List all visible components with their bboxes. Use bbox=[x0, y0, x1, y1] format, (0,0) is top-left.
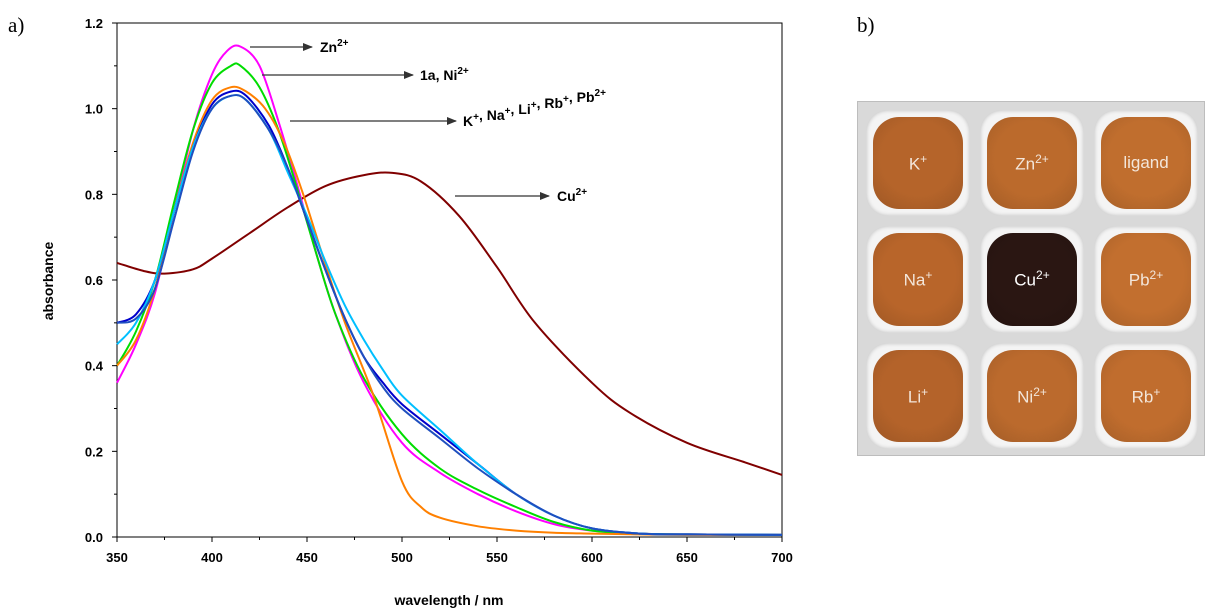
series-line bbox=[116, 94, 783, 536]
well-frame: K+ bbox=[866, 110, 970, 217]
annotation-label: Zn2+ bbox=[320, 38, 349, 55]
well-grid: K+ Zn2+ ligand Na+ Cu2+ Pb2+ Li+ Ni2+ Rb+ bbox=[866, 110, 1198, 449]
well-frame: ligand bbox=[1094, 110, 1198, 217]
well-label-charge: + bbox=[920, 151, 928, 166]
well-label-charge: + bbox=[921, 384, 929, 399]
panel-a-label: a) bbox=[8, 13, 25, 37]
y-tick-label: 0.4 bbox=[85, 359, 104, 374]
y-axis-ticks: 0.0 0.2 0.4 0.6 0.8 1.0 1.2 bbox=[85, 16, 117, 545]
well-label: K+ bbox=[908, 151, 928, 174]
panel-b-label: b) bbox=[857, 13, 875, 37]
x-axis-ticks: 350 400 450 500 550 600 650 700 bbox=[106, 537, 793, 565]
series-line bbox=[116, 171, 783, 476]
well-plate-photo: K+ Zn2+ ligand Na+ Cu2+ Pb2+ Li+ Ni2+ Rb+ bbox=[857, 101, 1205, 456]
series-line bbox=[116, 85, 782, 536]
x-tick-label: 400 bbox=[201, 550, 223, 565]
x-tick-label: 700 bbox=[771, 550, 793, 565]
y-tick-label: 1.0 bbox=[85, 102, 103, 117]
well-pb: Pb2+ bbox=[1101, 233, 1191, 326]
y-tick-label: 0.6 bbox=[85, 273, 103, 288]
y-tick-label: 1.2 bbox=[85, 16, 103, 31]
series-line bbox=[116, 94, 783, 536]
well-frame: Rb+ bbox=[1094, 342, 1198, 449]
series-line bbox=[116, 62, 783, 536]
well-ligand: ligand bbox=[1101, 117, 1191, 210]
well-label: ligand bbox=[1123, 153, 1169, 173]
x-tick-label: 650 bbox=[676, 550, 698, 565]
well-label: Li+ bbox=[907, 384, 929, 407]
x-tick-label: 500 bbox=[391, 550, 413, 565]
well-rb: Rb+ bbox=[1101, 349, 1191, 442]
annotation-label: Cu2+ bbox=[557, 187, 587, 204]
well-label-charge: 2+ bbox=[1036, 268, 1050, 283]
well-label-charge: + bbox=[925, 268, 933, 283]
well-ni: Ni2+ bbox=[987, 349, 1077, 442]
well-frame: Pb2+ bbox=[1094, 226, 1198, 333]
x-tick-label: 450 bbox=[296, 550, 318, 565]
well-label-charge: 2+ bbox=[1149, 268, 1164, 283]
annotation-label: 1a, Ni2+ bbox=[420, 66, 469, 83]
well-zn: Zn2+ bbox=[987, 117, 1077, 210]
absorbance-chart: 350 400 450 500 550 600 650 700 0.0 0.2 0.4 0.6 0.8… bbox=[40, 16, 793, 608]
well-label: Rb+ bbox=[1131, 384, 1161, 407]
y-tick-label: 0.2 bbox=[85, 444, 103, 459]
well-label-charge: 2+ bbox=[1035, 151, 1049, 166]
well-na: Na+ bbox=[873, 233, 963, 326]
well-frame: Na+ bbox=[866, 226, 970, 333]
y-tick-label: 0.8 bbox=[85, 187, 103, 202]
well-label-charge: 2+ bbox=[1033, 384, 1047, 399]
series-layer bbox=[116, 44, 783, 536]
x-axis-title: wavelength / nm bbox=[394, 592, 504, 608]
well-label: Pb2+ bbox=[1128, 268, 1164, 290]
well-frame: Li+ bbox=[866, 342, 970, 449]
well-cu: Cu2+ bbox=[987, 233, 1077, 326]
series-line bbox=[116, 89, 783, 536]
x-tick-label: 550 bbox=[486, 550, 508, 565]
y-tick-label: 0.0 bbox=[85, 530, 103, 545]
well-label: Zn2+ bbox=[1015, 151, 1049, 174]
well-label: Na+ bbox=[903, 268, 933, 290]
x-tick-label: 350 bbox=[106, 550, 128, 565]
well-k: K+ bbox=[873, 117, 963, 210]
series-line bbox=[116, 44, 783, 536]
well-frame: Cu2+ bbox=[980, 226, 1084, 333]
well-frame: Zn2+ bbox=[980, 110, 1084, 217]
well-label: Ni2+ bbox=[1017, 384, 1047, 407]
y-axis-title: absorbance bbox=[40, 241, 56, 320]
x-tick-label: 600 bbox=[581, 550, 603, 565]
well-frame: Ni2+ bbox=[980, 342, 1084, 449]
well-label: Cu2+ bbox=[1014, 268, 1050, 290]
well-li: Li+ bbox=[873, 349, 963, 442]
annotation-label: K+, Na+, Li+, Rb+, Pb2+ bbox=[463, 88, 606, 129]
annotation-layer: Zn2+ 1a, Ni2+ K+, Na+, Li+, Rb+, Pb2+ Cu2+ bbox=[250, 38, 606, 204]
well-label-charge: + bbox=[1153, 384, 1161, 399]
